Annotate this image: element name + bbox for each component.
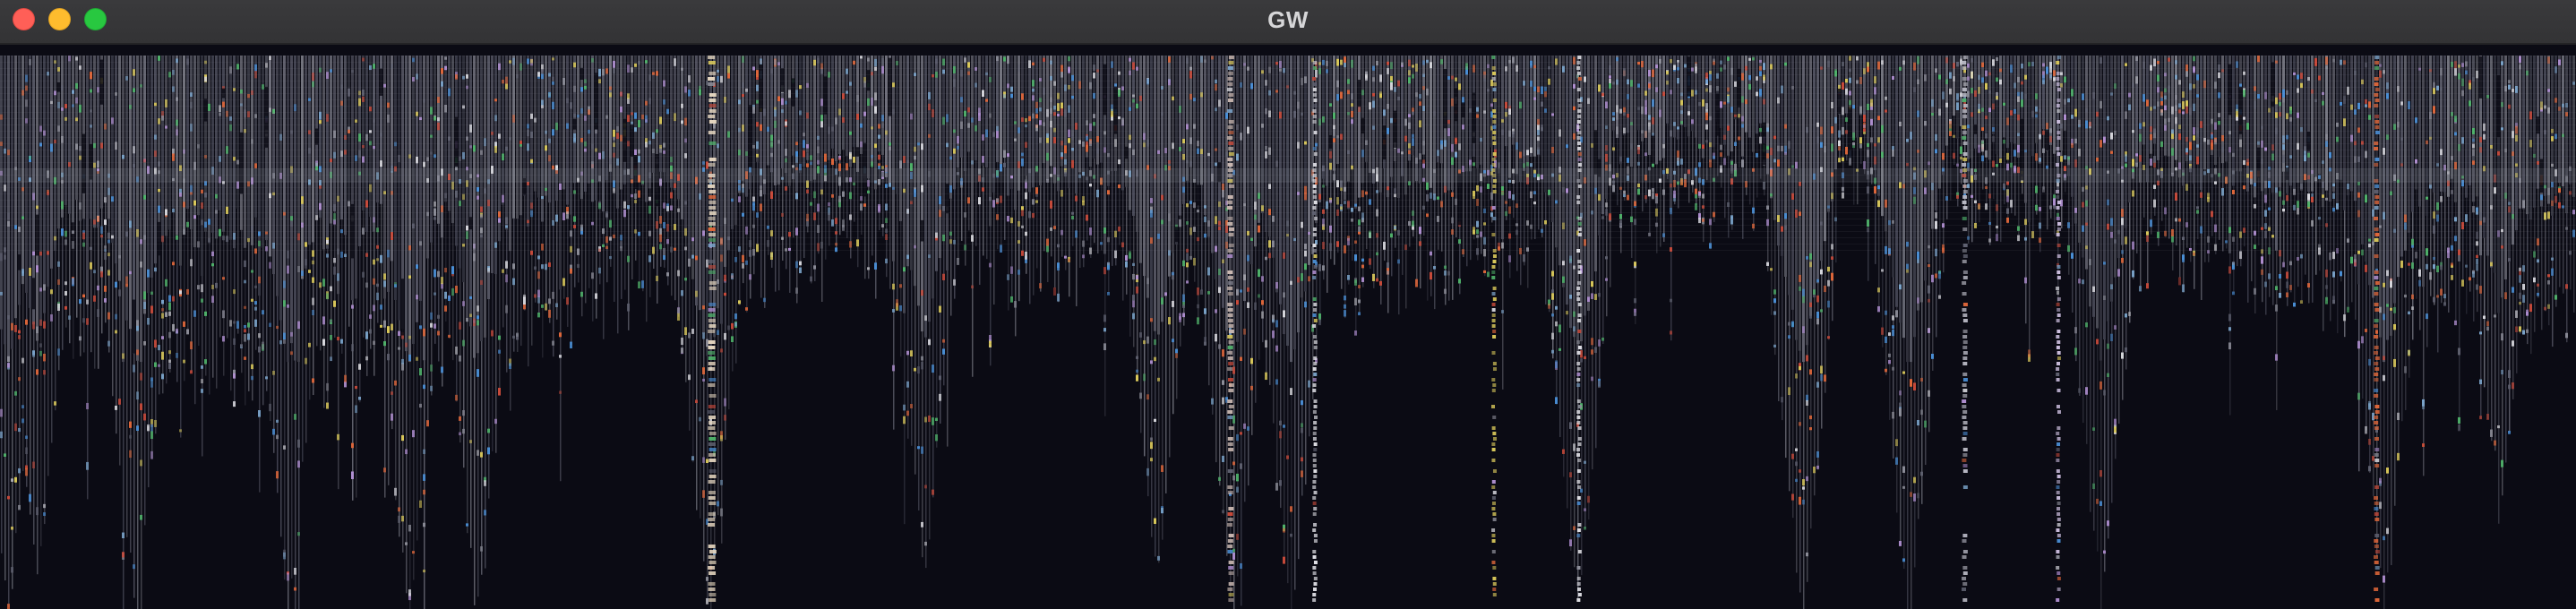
stripe-visualization xyxy=(0,56,2576,609)
title-bar: GW xyxy=(0,0,2576,45)
visualization-canvas[interactable] xyxy=(0,45,2576,609)
close-button[interactable] xyxy=(13,8,35,30)
window-title: GW xyxy=(1267,6,1309,33)
zoom-button[interactable] xyxy=(84,8,107,30)
minimize-button[interactable] xyxy=(48,8,71,30)
